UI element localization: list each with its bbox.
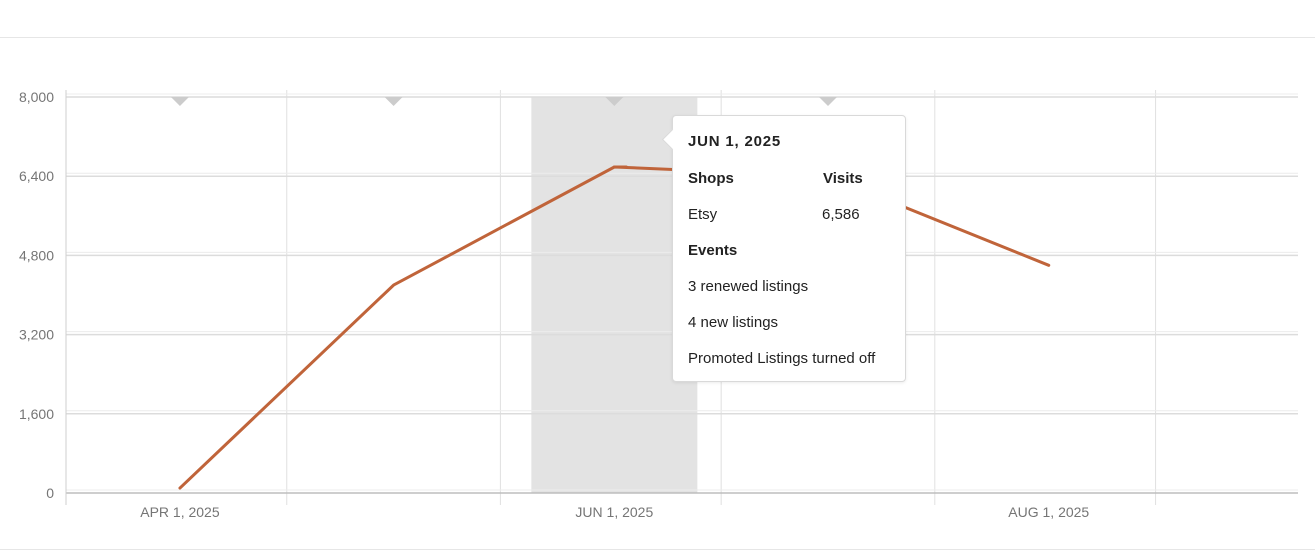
tooltip-shops-header: Shops <box>688 170 734 187</box>
tooltip-visits-value: 6,586 <box>822 206 860 223</box>
y-tick-label: 6,400 <box>19 168 54 184</box>
y-tick-label: 4,800 <box>19 247 54 263</box>
y-tick-label: 8,000 <box>19 89 54 105</box>
y-tick-label: 0 <box>46 485 54 501</box>
event-marker-icon <box>605 97 624 106</box>
chart-tooltip: JUN 1, 2025 Shops Visits Etsy 6,586 Even… <box>661 115 906 382</box>
bottom-divider <box>0 549 1315 550</box>
x-tick-label: APR 1, 2025 <box>140 504 220 520</box>
tooltip-visits-header: Visits <box>823 170 863 187</box>
event-marker-icon <box>384 97 403 106</box>
tooltip-date: JUN 1, 2025 <box>688 133 782 150</box>
x-tick-label: JUN 1, 2025 <box>575 504 653 520</box>
event-marker-icon <box>818 97 837 106</box>
tooltip-event-item: 3 renewed listings <box>688 278 809 295</box>
tooltip-shop-name: Etsy <box>688 206 718 223</box>
top-divider <box>0 37 1315 38</box>
highlight-band <box>531 97 698 493</box>
tooltip-event-item: 4 new listings <box>688 314 779 331</box>
event-marker-icon <box>170 97 189 106</box>
x-tick-label: AUG 1, 2025 <box>1008 504 1089 520</box>
y-tick-label: 1,600 <box>19 406 54 422</box>
tooltip-events-header: Events <box>688 242 738 259</box>
y-tick-label: 3,200 <box>19 327 54 343</box>
tooltip-event-item: Promoted Listings turned off <box>688 350 876 367</box>
